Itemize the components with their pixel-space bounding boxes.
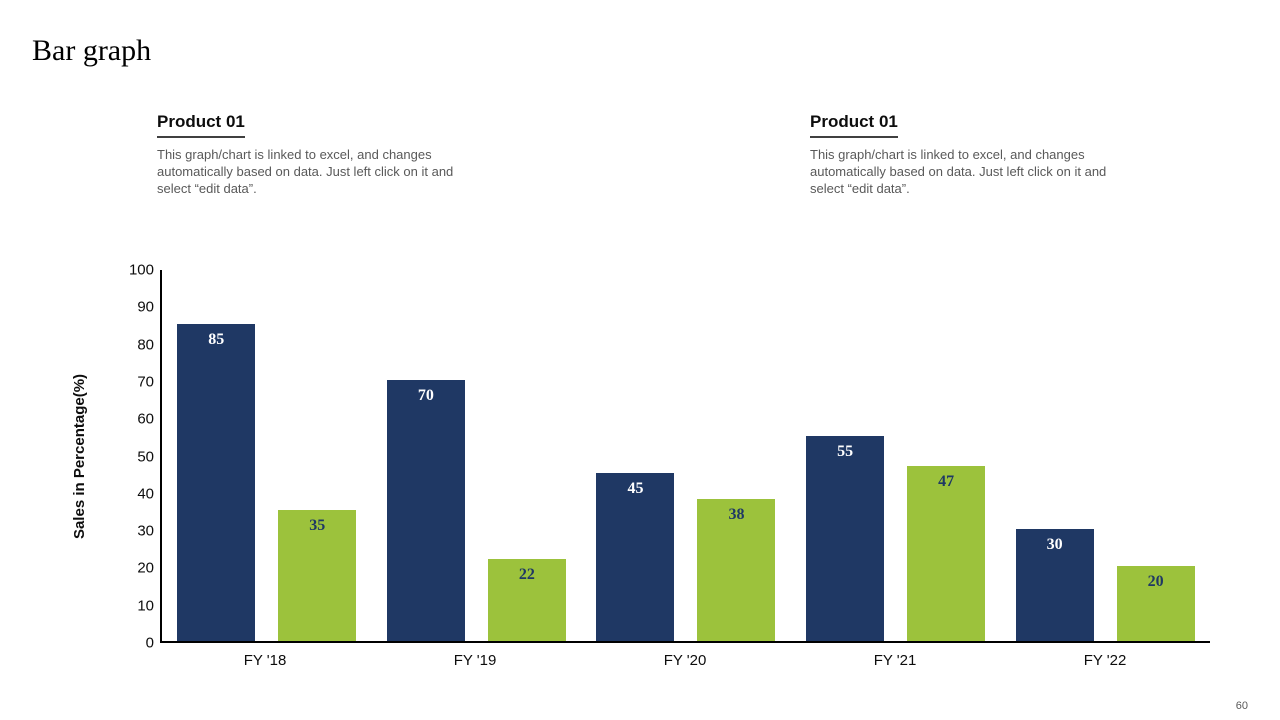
bar-group: 70 22 [372,270,582,641]
text-block-body: This graph/chart is linked to excel, and… [810,147,1107,196]
y-tick-label: 60 [137,410,154,428]
y-tick-label: 70 [137,373,154,391]
x-tick-label: FY '19 [453,652,497,669]
y-tick-label: 80 [137,336,154,354]
bar: 55 [806,435,885,641]
x-tick-label: FY '22 [1083,652,1127,669]
text-block-right: Product 01 This graph/chart is linked to… [810,112,1140,197]
bar-value-label: 85 [208,330,225,348]
page-number: 60 [1235,700,1248,712]
x-tick-label: FY '20 [663,652,707,669]
page-title: Bar graph [32,34,152,67]
y-tick-label: 0 [145,634,154,652]
bar-group: 55 47 [791,270,1001,641]
bar-value-label: 45 [627,480,644,498]
plot-area: 85 35 70 22 45 38 55 47 30 20 [160,270,1210,643]
bar: 45 [596,473,675,641]
bar-value-label: 22 [518,565,535,583]
x-axis-labels: FY '18 FY '19 FY '20 FY '21 FY '22 [160,652,1210,669]
bar: 38 [697,499,776,641]
bar: 70 [386,379,465,641]
bar: 85 [177,323,256,641]
bar-value-label: 47 [938,472,955,490]
y-tick-label: 30 [137,522,154,540]
bar-value-label: 35 [309,517,326,535]
bar-group: 30 20 [1000,270,1210,641]
bar-value-label: 20 [1147,573,1164,591]
bar-groups: 85 35 70 22 45 38 55 47 30 20 [162,270,1210,641]
bar-value-label: 30 [1046,536,1063,554]
bar: 47 [907,465,986,641]
y-axis-title: Sales in Percentage(%) [71,373,89,540]
text-block-left: Product 01 This graph/chart is linked to… [157,112,487,197]
bar: 22 [487,558,566,641]
y-tick-label: 10 [137,597,154,615]
bar-value-label: 70 [417,386,434,404]
bar-value-label: 38 [728,506,745,524]
y-tick-label: 20 [137,559,154,577]
bar-value-label: 55 [837,442,854,460]
bar: 30 [1015,529,1094,641]
bar-group: 45 38 [581,270,791,641]
x-tick-label: FY '18 [243,652,287,669]
text-block-heading: Product 01 [157,112,245,138]
y-tick-label: 50 [137,448,154,465]
bar-group: 85 35 [162,270,372,641]
y-tick-label: 90 [137,298,154,316]
x-tick-label: FY '21 [873,652,917,669]
y-tick-label: 100 [128,261,154,279]
text-block-heading: Product 01 [810,112,898,138]
y-axis-ticks: 0 10 20 30 40 50 60 70 80 90 100 [108,262,154,652]
bar: 35 [278,510,357,641]
bar: 20 [1116,566,1195,641]
text-block-body: This graph/chart is linked to excel, and… [157,147,454,196]
y-tick-label: 40 [137,485,154,503]
